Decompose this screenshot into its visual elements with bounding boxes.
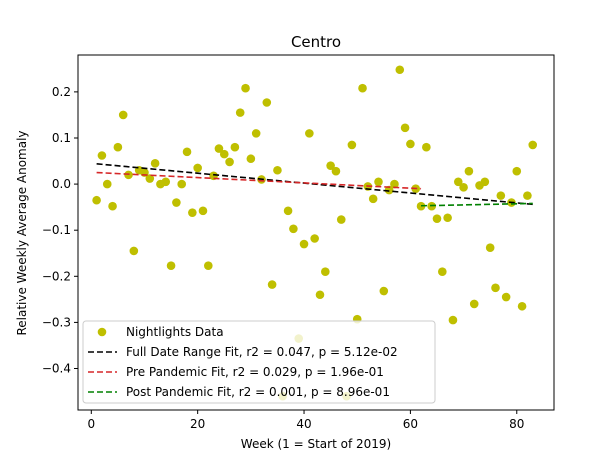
- data-point: [379, 286, 389, 296]
- data-point: [443, 213, 452, 223]
- data-point: [347, 140, 357, 150]
- data-point: [262, 98, 272, 107]
- data-point: [384, 185, 394, 195]
- legend-label: Full Date Range Fit, r2 = 0.047, p = 5.1…: [126, 345, 398, 359]
- x-axis-label: Week (1 = Start of 2019): [241, 437, 391, 451]
- legend-label: Pre Pandemic Fit, r2 = 0.029, p = 1.96e-…: [126, 365, 384, 379]
- data-point: [480, 177, 490, 187]
- data-point: [92, 195, 101, 205]
- data-point: [129, 246, 139, 256]
- data-point: [523, 191, 532, 200]
- data-point: [438, 267, 447, 276]
- legend-label: Post Pandemic Fit, r2 = 0.001, p = 8.96e…: [126, 385, 390, 399]
- data-point: [368, 194, 378, 204]
- data-point: [299, 239, 309, 249]
- data-point: [358, 83, 367, 93]
- data-point: [241, 83, 250, 93]
- x-axis-ticks: 0 20 40 60 80: [87, 410, 524, 431]
- data-point: [459, 183, 468, 192]
- data-point: [97, 151, 107, 160]
- data-point: [166, 261, 176, 270]
- data-point: [400, 123, 410, 133]
- data-point: [204, 261, 213, 270]
- data-point: [501, 292, 511, 302]
- data-point: [188, 208, 197, 217]
- x-tick-label: 60: [403, 417, 418, 431]
- data-point: [230, 142, 240, 152]
- data-point: [246, 154, 256, 164]
- data-point: [406, 139, 415, 149]
- y-tick-label: 0.1: [52, 131, 71, 145]
- data-point: [219, 149, 229, 159]
- data-point: [432, 214, 442, 223]
- data-point: [517, 301, 527, 311]
- data-point: [512, 166, 522, 176]
- y-axis-ticks: 0.2 0.1 0.0 −0.1 −0.2 −0.3 −0.4: [42, 85, 78, 376]
- data-point: [225, 157, 234, 167]
- y-axis-label: Relative Weekly Average Anomaly: [15, 130, 29, 335]
- data-point: [326, 161, 335, 170]
- data-point: [528, 140, 538, 150]
- data-point: [485, 243, 495, 253]
- legend-marker-nightlights: [97, 327, 107, 337]
- data-point: [416, 201, 426, 211]
- data-point: [214, 144, 224, 153]
- data-point: [422, 142, 431, 152]
- data-point: [267, 280, 277, 289]
- data-point: [235, 108, 245, 117]
- data-point: [102, 179, 112, 189]
- post-pandemic-fit-line: [421, 202, 533, 207]
- data-point: [172, 198, 181, 207]
- data-point: [161, 177, 171, 187]
- chart-title: Centro: [291, 33, 341, 51]
- legend-label: Nightlights Data: [126, 325, 224, 339]
- y-tick-label: −0.1: [42, 223, 71, 237]
- data-point: [182, 147, 192, 157]
- legend: Nightlights Data Full Date Range Fit, r2 …: [82, 320, 436, 404]
- data-point: [198, 206, 208, 216]
- plot-frame: [77, 54, 555, 411]
- data-point: [118, 110, 128, 120]
- data-point: [273, 165, 282, 175]
- plot-area: [77, 54, 555, 411]
- x-tick-label: 20: [190, 417, 205, 431]
- y-tick-label: 0.0: [52, 177, 71, 191]
- x-tick-label: 80: [509, 417, 524, 431]
- legend-box: [82, 320, 436, 404]
- data-point: [289, 224, 298, 234]
- data-point: [448, 315, 458, 325]
- data-point: [315, 290, 325, 300]
- data-point: [374, 177, 383, 187]
- pre-pandemic-fit-line: [96, 171, 422, 190]
- data-point: [464, 166, 474, 176]
- y-tick-label: −0.2: [42, 269, 71, 283]
- data-point: [177, 179, 187, 189]
- data-point: [491, 283, 500, 293]
- data-point: [453, 177, 463, 187]
- x-tick-label: 40: [296, 417, 311, 431]
- data-point: [150, 159, 160, 168]
- data-point: [251, 129, 261, 138]
- x-tick-label: 0: [87, 417, 95, 431]
- y-tick-label: 0.2: [52, 85, 71, 99]
- data-point: [283, 206, 293, 216]
- data-point: [395, 65, 405, 75]
- data-point: [113, 142, 123, 152]
- y-tick-label: −0.4: [42, 362, 71, 376]
- data-point: [336, 215, 346, 224]
- data-point: [390, 179, 399, 189]
- y-tick-label: −0.3: [42, 315, 71, 329]
- data-point: [145, 174, 155, 183]
- data-point: [321, 267, 330, 276]
- data-point: [108, 201, 117, 211]
- data-point: [310, 234, 319, 243]
- data-point: [496, 191, 506, 200]
- data-point: [305, 129, 314, 138]
- data-point: [193, 163, 202, 173]
- data-point: [469, 299, 479, 309]
- data-point: [331, 166, 341, 176]
